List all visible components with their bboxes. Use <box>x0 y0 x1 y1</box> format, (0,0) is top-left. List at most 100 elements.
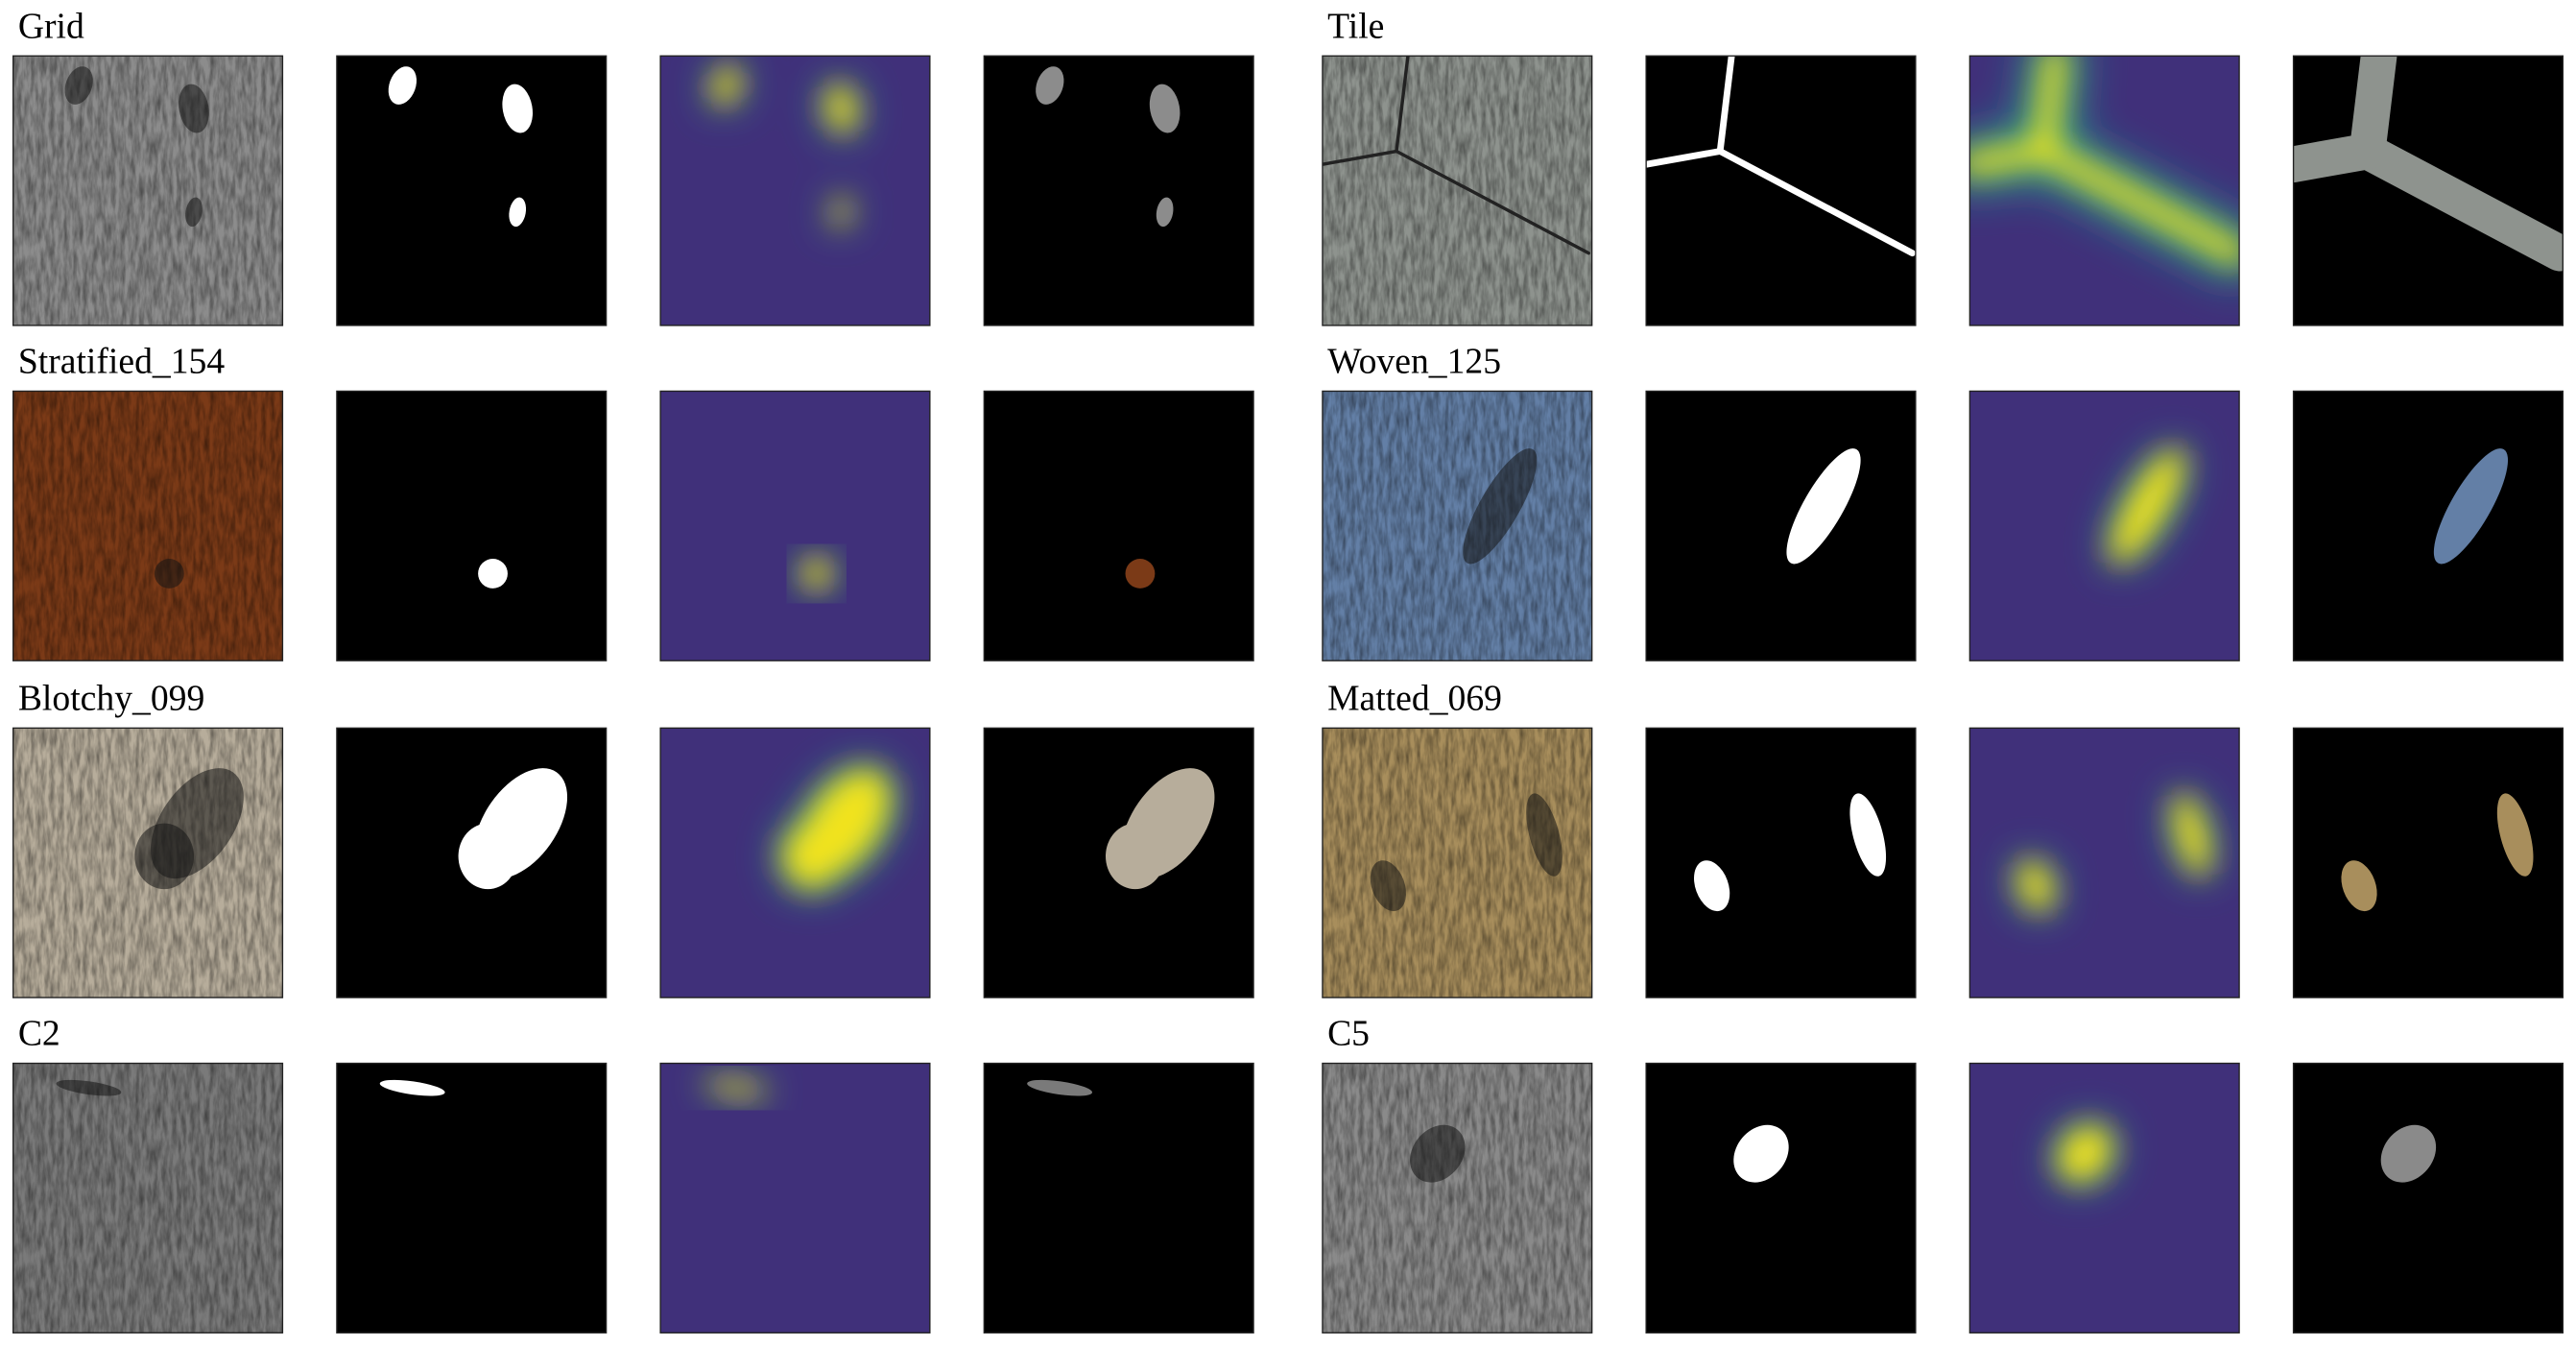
anomaly-shape <box>2057 1124 2112 1183</box>
sample-label: Stratified_154 <box>18 342 226 382</box>
mask-bg <box>1646 391 1916 661</box>
panel-border <box>2292 727 2564 998</box>
overlay-bg <box>984 391 1254 661</box>
ground-truth-mask <box>1646 728 1916 998</box>
heat-core <box>703 1079 769 1096</box>
texture-noise <box>1322 391 1592 661</box>
anomaly-shape <box>1125 559 1156 589</box>
panel-border <box>336 1062 608 1334</box>
texture-image <box>12 391 283 661</box>
anomaly-shape <box>458 823 518 890</box>
anomaly-shape <box>2349 56 2397 170</box>
ground-truth-mask <box>336 391 607 661</box>
panel-border <box>659 390 931 661</box>
heatmap <box>1969 391 2240 661</box>
anomaly-shape <box>2173 793 2210 877</box>
anomaly-shape <box>134 823 194 890</box>
panel-border <box>1968 1062 2240 1334</box>
texture-noise <box>12 391 283 661</box>
panel-border <box>1645 390 1917 661</box>
sample-label: Blotchy_099 <box>18 679 204 719</box>
panel-border <box>1968 55 2240 326</box>
anomaly-shape <box>1027 1079 1092 1096</box>
ground-truth-mask <box>1646 1063 1916 1334</box>
anomaly-shape <box>509 197 527 228</box>
panel-border <box>983 55 1254 326</box>
overlay-bg <box>2293 1063 2564 1334</box>
texture-image <box>12 728 283 998</box>
anomaly-shape <box>185 197 203 228</box>
panel-border <box>336 55 608 326</box>
mask-bg <box>1646 56 1916 325</box>
texture-image <box>1322 728 1592 998</box>
anomaly-shape <box>703 1079 769 1096</box>
panel-border <box>12 1062 284 1334</box>
heat-core <box>711 66 857 228</box>
heatmap <box>660 1063 930 1334</box>
texture-noise <box>12 1063 283 1334</box>
anomaly-shape <box>154 559 184 589</box>
anomaly-shape <box>832 197 850 228</box>
ground-truth-mask <box>336 56 607 325</box>
panel-border <box>2292 1062 2564 1334</box>
sample-label: Tile <box>1327 6 1384 46</box>
panel-border <box>983 390 1254 661</box>
sample-label: Woven_125 <box>1327 342 1501 382</box>
panel-border <box>2292 55 2564 326</box>
panel-border <box>659 727 931 998</box>
heatmap <box>1969 56 2240 325</box>
heat-core <box>2057 1124 2112 1183</box>
ground-truth-mask <box>1646 391 1916 661</box>
heat-core <box>1969 56 2240 265</box>
anomaly-shape <box>2110 448 2184 565</box>
overlay-bg <box>984 1063 1254 1334</box>
overlay <box>984 391 1254 661</box>
anomaly-shape <box>1849 793 1887 877</box>
texture-image <box>1322 1063 1592 1334</box>
mask-bg <box>336 391 607 661</box>
texture-noise <box>1322 56 1592 325</box>
anomaly-shape <box>64 66 93 105</box>
anomaly-shape <box>1156 197 1174 228</box>
ground-truth-mask <box>1646 56 1916 325</box>
panel-border <box>983 1062 1254 1334</box>
anomaly-shape <box>801 559 832 589</box>
anomaly-shape <box>478 559 508 589</box>
texture-noise <box>1322 1063 1592 1334</box>
mask-bg <box>336 56 607 325</box>
panel-border <box>1322 55 1593 326</box>
anomaly-shape <box>781 823 842 890</box>
anomaly-shape <box>1036 66 1064 105</box>
anomaly-shape <box>2341 860 2377 912</box>
anomaly-shape <box>2380 1124 2437 1183</box>
anomaly-shape <box>388 66 417 105</box>
heat-bg <box>660 391 930 661</box>
anomaly-shape <box>2032 56 2067 163</box>
panel-border <box>1322 1062 1593 1334</box>
overlay <box>2293 56 2564 325</box>
panel-border <box>1645 1062 1917 1334</box>
ground-truth-mask <box>336 1063 607 1334</box>
anomaly-shape <box>1716 56 1735 155</box>
heat-core <box>2110 448 2184 565</box>
anomaly-shape <box>1694 860 1730 912</box>
panel-border <box>12 727 284 998</box>
heatmap <box>660 391 930 661</box>
panel-border <box>1968 390 2240 661</box>
heat-bg <box>1969 1063 2240 1334</box>
anomaly-shape <box>1733 1124 1789 1183</box>
overlay <box>2293 391 2564 661</box>
mask-bg <box>1646 1063 1916 1334</box>
overlay <box>2293 1063 2564 1334</box>
anomaly-shape <box>711 66 741 105</box>
heatmap <box>660 728 930 998</box>
anomaly-shape <box>1463 448 1538 565</box>
anomaly-shape <box>379 1079 445 1096</box>
panel-border <box>659 55 931 326</box>
overlay <box>2293 728 2564 998</box>
anomaly-shape <box>1786 448 1861 565</box>
panel-border <box>1322 727 1593 998</box>
overlay <box>984 728 1254 998</box>
overlay-bg <box>984 56 1254 325</box>
panel-border <box>983 727 1254 998</box>
